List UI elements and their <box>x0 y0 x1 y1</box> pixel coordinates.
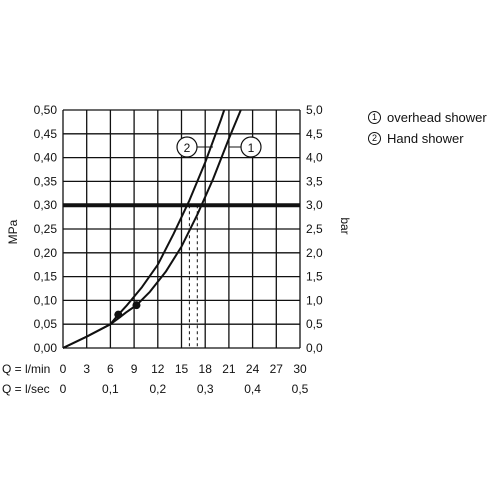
right-tick-label: 0,0 <box>306 341 323 355</box>
legend-label-overhead-shower: overhead shower <box>387 110 487 125</box>
x-lsec-tick-label: 0,4 <box>244 382 261 396</box>
x-lmin-tick-label: 27 <box>270 362 284 376</box>
x-lmin-tick-label: 6 <box>107 362 114 376</box>
series-point-1 <box>132 301 141 310</box>
callout-circle-1 <box>240 136 262 158</box>
right-tick-label: 3,5 <box>306 174 323 188</box>
x-axis-lmin-title: Q = l/min <box>2 362 50 376</box>
callout-circle-2 <box>176 136 198 158</box>
x-lsec-tick-label: 0,3 <box>197 382 214 396</box>
legend: 1 overhead shower 2 Hand shower <box>368 107 487 149</box>
left-axis-title: MPa <box>6 219 20 244</box>
right-tick-label: 2,5 <box>306 222 323 236</box>
tick-labels: 0,000,050,100,150,200,250,300,350,400,45… <box>34 103 323 396</box>
legend-item-hand-shower: 2 Hand shower <box>368 128 487 149</box>
right-tick-label: 4,0 <box>306 151 323 165</box>
left-tick-label: 0,45 <box>34 127 58 141</box>
left-tick-label: 0,10 <box>34 293 58 307</box>
right-tick-label: 0,5 <box>306 317 323 331</box>
right-tick-label: 4,5 <box>306 127 323 141</box>
x-lmin-tick-label: 15 <box>175 362 189 376</box>
left-tick-label: 0,25 <box>34 222 58 236</box>
legend-label-hand-shower: Hand shower <box>387 131 464 146</box>
left-tick-label: 0,40 <box>34 151 58 165</box>
x-lsec-tick-label: 0,2 <box>149 382 166 396</box>
left-tick-label: 0,00 <box>34 341 58 355</box>
x-lmin-tick-label: 3 <box>83 362 90 376</box>
right-axis-title: bar <box>338 217 352 234</box>
x-lsec-tick-label: 0,1 <box>102 382 119 396</box>
legend-marker-1: 1 <box>368 111 381 124</box>
x-axis-lsec-title: Q = l/sec <box>2 382 50 396</box>
right-tick-label: 1,0 <box>306 293 323 307</box>
left-tick-label: 0,05 <box>34 317 58 331</box>
reference-lines <box>63 203 300 348</box>
right-tick-label: 2,0 <box>306 246 323 260</box>
right-tick-label: 1,5 <box>306 270 323 284</box>
x-lmin-tick-label: 24 <box>246 362 260 376</box>
x-lmin-tick-label: 21 <box>222 362 236 376</box>
right-tick-label: 5,0 <box>306 103 323 117</box>
series-point-2 <box>114 310 123 319</box>
left-tick-label: 0,50 <box>34 103 58 117</box>
right-tick-label: 3,0 <box>306 198 323 212</box>
left-tick-label: 0,30 <box>34 198 58 212</box>
left-tick-label: 0,15 <box>34 270 58 284</box>
x-lmin-tick-label: 30 <box>293 362 307 376</box>
x-lmin-tick-label: 0 <box>60 362 67 376</box>
callout-label-2: 2 <box>184 141 191 155</box>
series-curve-2 <box>62 109 226 349</box>
x-lmin-tick-label: 18 <box>199 362 213 376</box>
x-lsec-tick-label: 0 <box>60 382 67 396</box>
x-lmin-tick-label: 9 <box>131 362 138 376</box>
left-tick-label: 0,35 <box>34 174 58 188</box>
left-tick-label: 0,20 <box>34 246 58 260</box>
callout-label-1: 1 <box>248 141 255 155</box>
x-lmin-tick-label: 12 <box>151 362 165 376</box>
x-lsec-tick-label: 0,5 <box>292 382 309 396</box>
legend-marker-2: 2 <box>368 132 381 145</box>
legend-item-overhead-shower: 1 overhead shower <box>368 107 487 128</box>
